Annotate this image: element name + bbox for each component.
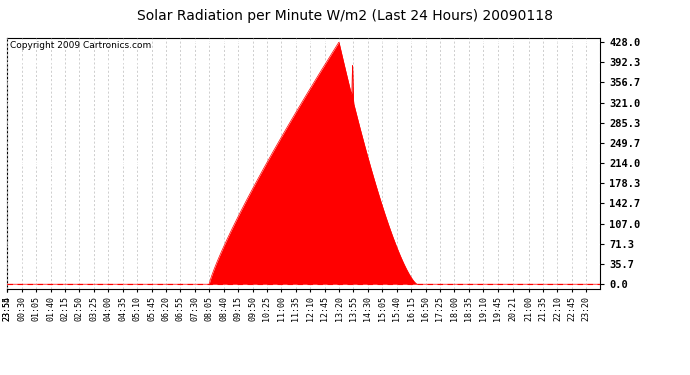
Text: Copyright 2009 Cartronics.com: Copyright 2009 Cartronics.com: [10, 41, 151, 50]
Text: Solar Radiation per Minute W/m2 (Last 24 Hours) 20090118: Solar Radiation per Minute W/m2 (Last 24…: [137, 9, 553, 23]
